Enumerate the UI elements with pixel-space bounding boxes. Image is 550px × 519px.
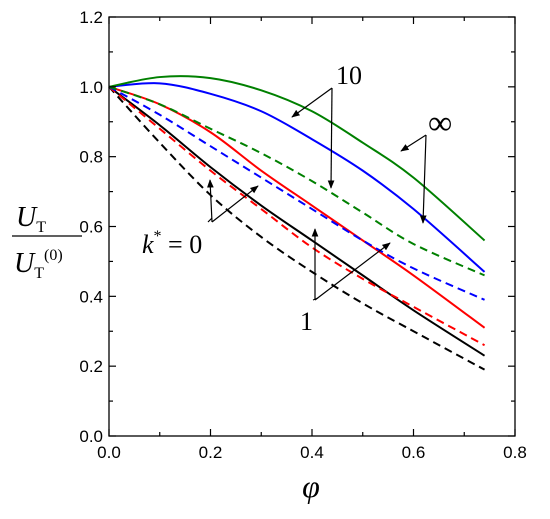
annotation-k10-arrow-2	[327, 87, 335, 189]
series-line-2	[108, 85, 486, 329]
y-tick-label: 1.2	[79, 8, 103, 27]
y-tick-label: 0.8	[79, 148, 103, 167]
series-line-5	[108, 85, 485, 301]
annotation-kinf: ∞	[400, 105, 452, 224]
svg-text:UT: UT	[16, 202, 46, 236]
series-line-4	[108, 82, 486, 273]
series-line-1	[108, 86, 486, 371]
annotation-k10-arrow-1	[291, 87, 333, 118]
x-tick-label: 0.4	[300, 443, 324, 462]
y-tick-label: 0.4	[79, 287, 103, 306]
x-axis-label: φ	[302, 468, 320, 504]
y-tick-label: 0.0	[79, 427, 103, 446]
series-layer	[108, 75, 486, 371]
annotation-k0-arrow-2	[211, 185, 259, 223]
x-tick-label: 0.2	[199, 443, 223, 462]
series-line-6	[108, 75, 486, 242]
ylabel-denominator-sup: (0)	[44, 247, 63, 264]
annotation-k1-label: 1	[300, 307, 313, 336]
y-axis-label: UT UT(0)	[12, 202, 82, 282]
series-line-7	[108, 85, 485, 277]
ylabel-denominator: U	[14, 248, 36, 279]
x-tick-label: 0.0	[97, 443, 121, 462]
annotation-k0: k* = 0	[142, 179, 259, 259]
annotation-k0-symbol: k	[142, 230, 154, 259]
annotation-kinf-arrow-1	[400, 134, 427, 152]
annotation-k1-arrow-2	[314, 242, 391, 301]
annotation-k0-rest: = 0	[162, 230, 203, 259]
ylabel-numerator-sub: T	[36, 219, 46, 236]
x-tick-label: 0.6	[402, 443, 426, 462]
y-tick-label: 0.6	[79, 218, 103, 237]
annotation-k0-arrow-1	[207, 179, 214, 223]
annotation-k10: 10	[291, 61, 362, 189]
annotation-kinf-label: ∞	[428, 105, 452, 142]
x-tick-label: 0.8	[503, 443, 527, 462]
annotation-k0-sup: *	[154, 228, 162, 245]
ylabel-numerator: U	[16, 202, 38, 233]
annotation-k1: 1	[300, 228, 391, 336]
ylabel-denominator-sub: T	[34, 265, 44, 282]
svg-text:UT(0): UT(0)	[14, 247, 63, 282]
annotation-kinf-arrow-2	[419, 134, 427, 224]
series-line-0	[108, 86, 486, 357]
svg-text:k* = 0: k* = 0	[142, 228, 202, 259]
ticks-layer: 0.0 0.2 0.4 0.6 0.8 0.0 0.2 0.4 0.6 0.8 1.0 1.2	[79, 8, 526, 462]
y-tick-label: 1.0	[79, 78, 103, 97]
series-line-3	[108, 86, 486, 347]
plot-frame	[108, 16, 516, 437]
y-tick-label: 0.2	[79, 357, 103, 376]
annotation-k10-label: 10	[336, 61, 362, 90]
